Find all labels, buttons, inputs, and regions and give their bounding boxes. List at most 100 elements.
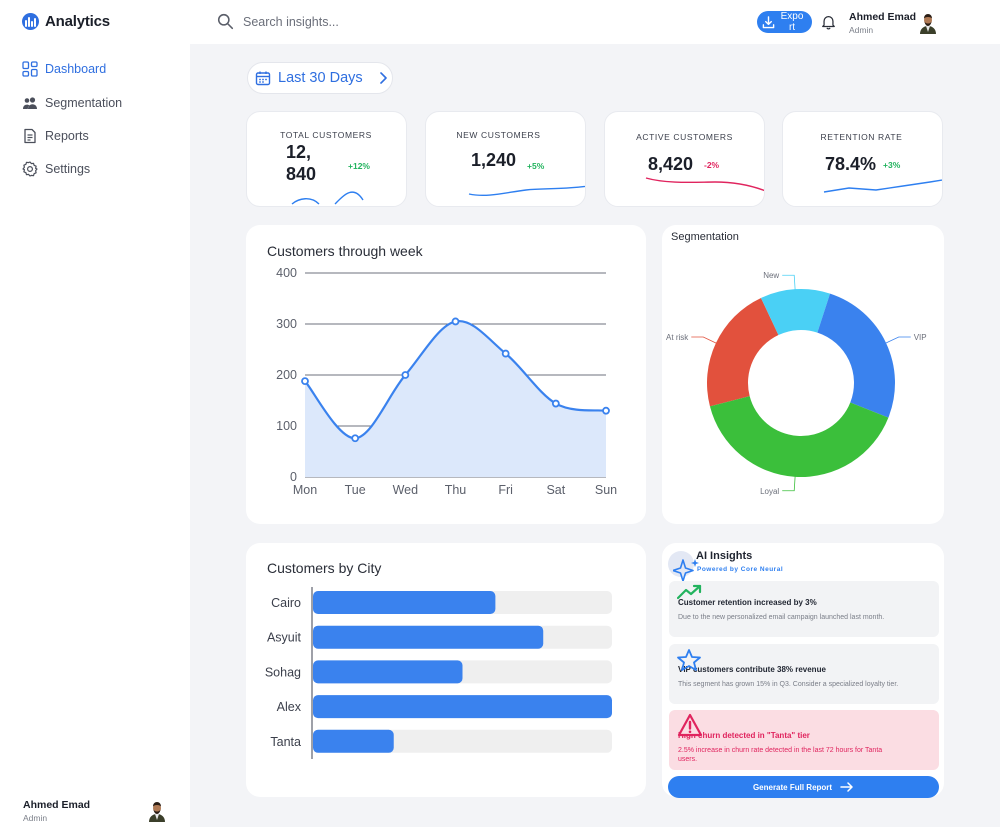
search-input[interactable] xyxy=(243,14,543,29)
donut-slice xyxy=(760,289,831,336)
sidebar-item-segmentation[interactable]: Segmentation xyxy=(22,95,122,111)
gear-icon xyxy=(22,161,38,177)
kpi-label: NEW CUSTOMERS xyxy=(456,130,541,140)
sidebar-item-settings[interactable]: Settings xyxy=(22,161,90,177)
kpi-delta: +12% xyxy=(348,161,370,171)
brand[interactable]: Analytics xyxy=(22,13,110,30)
x-tick-label: Mon xyxy=(293,483,317,497)
ai-insights-title: AI Insights xyxy=(696,550,753,562)
category-label: Sohag xyxy=(265,665,301,679)
sidebar-item-dashboard[interactable]: Dashboard xyxy=(22,61,106,77)
insight-title: Customer retention increased by 3% xyxy=(678,598,817,607)
y-tick-label: 400 xyxy=(276,266,297,280)
kpi-delta: +3% xyxy=(883,160,901,170)
data-point xyxy=(351,434,360,443)
donut-slice xyxy=(709,396,889,477)
area-fill xyxy=(305,321,606,477)
segmentation-title: Segmentation xyxy=(671,231,739,243)
insight-card[interactable]: VIP customers contribute 38% revenue Thi… xyxy=(669,644,939,704)
kpi-card-retention-rate[interactable]: RETENTION RATE 78.4% +3% xyxy=(782,111,943,207)
data-point xyxy=(551,399,560,408)
download-icon xyxy=(762,15,775,28)
kpi-value: 1,240 xyxy=(471,150,517,170)
sidebar xyxy=(0,44,190,827)
category-label: Cairo xyxy=(271,596,301,610)
kpi-sparkline xyxy=(645,177,764,192)
kpi-card-active-customers[interactable]: ACTIVE CUSTOMERS 8,420 -2% xyxy=(604,111,765,207)
slice-leader-line xyxy=(782,274,796,292)
chevron-right-icon xyxy=(379,72,387,84)
x-tick-label: Wed xyxy=(393,483,419,497)
trend-up-icon xyxy=(677,584,702,600)
insight-title: VIP customers contribute 38% revenue xyxy=(678,665,826,674)
data-point xyxy=(602,406,610,415)
kpi-delta: -2% xyxy=(704,160,720,170)
search-icon xyxy=(217,13,234,30)
category-label: Alex xyxy=(277,700,302,714)
arrow-right-icon xyxy=(840,782,853,792)
search-bar xyxy=(217,13,543,30)
bar xyxy=(313,695,612,719)
header-user-name: Ahmed Emad xyxy=(849,11,917,23)
kpi-sparkline xyxy=(468,185,585,197)
header-user-role: Admin xyxy=(849,25,874,35)
export-button[interactable]: Export xyxy=(757,11,812,33)
grid-icon xyxy=(22,61,38,77)
x-tick-label: Fri xyxy=(498,483,513,497)
x-tick-label: Sun xyxy=(595,483,617,497)
bar xyxy=(313,729,394,753)
sidebar-user-info[interactable]: Ahmed Emad Admin xyxy=(23,799,90,823)
bar xyxy=(313,625,544,649)
date-range-button[interactable]: Last 30 Days xyxy=(247,62,393,94)
avatar[interactable] xyxy=(148,800,166,822)
kpi-value-line: 12, xyxy=(286,142,312,162)
calendar-icon xyxy=(255,71,271,86)
slice-leader-line xyxy=(884,336,911,345)
document-icon xyxy=(24,128,36,144)
data-point xyxy=(301,377,309,386)
kpi-card-total-customers[interactable]: TOTAL CUSTOMERS 12, 840 +12% xyxy=(246,111,407,207)
users-icon xyxy=(23,97,37,109)
sidebar-item-label: Segmentation xyxy=(45,96,123,110)
ai-insights-subtitle: Powered by Core Neural xyxy=(697,566,784,573)
insight-card[interactable]: Customer retention increased by 3% Due t… xyxy=(669,581,939,637)
avatar[interactable] xyxy=(919,12,937,34)
slice-label: At risk xyxy=(666,333,689,342)
sidebar-item-label: Dashboard xyxy=(45,62,107,76)
bar xyxy=(313,591,496,614)
kpi-card-new-customers[interactable]: NEW CUSTOMERS 1,240 +5% xyxy=(425,111,586,207)
slice-leader-line xyxy=(782,474,796,492)
header-user-info[interactable]: Ahmed Emad Admin xyxy=(849,11,916,35)
star-icon xyxy=(677,649,701,671)
generate-report-label: Generate Full Report xyxy=(752,782,833,792)
x-tick-label: Sat xyxy=(546,483,565,497)
analytics-logo-icon xyxy=(22,13,39,30)
notification-bell-icon[interactable] xyxy=(821,14,836,30)
sidebar-item-reports[interactable]: Reports xyxy=(22,128,89,144)
data-point xyxy=(501,349,510,358)
donut-slice xyxy=(707,297,779,407)
sidebar-user-name: Ahmed Emad xyxy=(23,799,91,811)
donut-slice xyxy=(817,293,895,418)
kpi-value: 12, 840 xyxy=(286,141,316,185)
insight-description: This segment has grown 15% in Q3. Consid… xyxy=(678,681,899,688)
y-tick-label: 300 xyxy=(276,317,297,331)
kpi-sparkline xyxy=(823,179,942,193)
sidebar-item-label: Settings xyxy=(45,162,91,176)
sidebar-item-label: Reports xyxy=(45,129,89,143)
warning-icon xyxy=(677,713,703,737)
data-point xyxy=(451,317,460,326)
insight-description: 2.5% increase in churn rate detected in … xyxy=(678,747,883,763)
weekly-chart-title: Customers through week xyxy=(267,243,423,259)
kpi-value: 8,420 xyxy=(648,154,694,174)
kpi-sparkline xyxy=(291,191,364,205)
app-title: Analytics xyxy=(45,13,110,30)
generate-report-button[interactable]: Generate Full Report xyxy=(668,776,939,798)
insight-card-alert[interactable]: High churn detected in "Tanta" tier 2.5%… xyxy=(669,710,939,770)
y-tick-label: 200 xyxy=(276,368,297,382)
city-bar-chart: Cairo Asyuit Sohag Alex Tanta xyxy=(265,587,612,759)
slice-label: New xyxy=(763,271,779,280)
bar xyxy=(313,660,463,684)
x-tick-label: Thu xyxy=(445,483,467,497)
kpi-label: ACTIVE CUSTOMERS xyxy=(636,132,733,142)
